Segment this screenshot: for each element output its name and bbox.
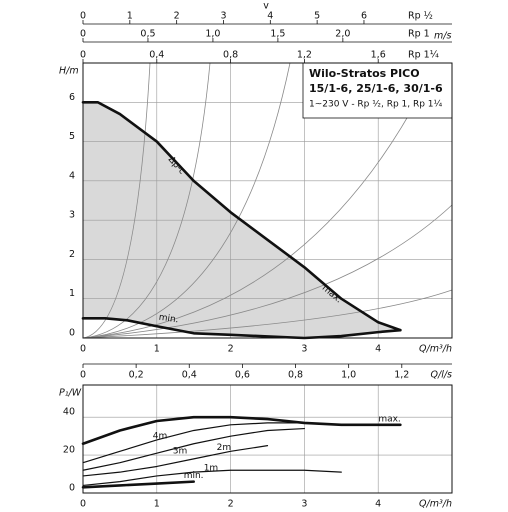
top-axis-label: Rp ½ <box>408 11 433 22</box>
bottom-tick-label: 0,6 <box>235 370 250 381</box>
top-tick-label: 0,5 <box>140 29 155 40</box>
chart-title: Wilo-Stratos PICO <box>309 67 420 80</box>
system-curve <box>82 62 151 339</box>
top-tick-label: 1,6 <box>371 50 386 61</box>
top-tick-label: 0,4 <box>149 50 164 61</box>
system-curve <box>82 62 211 339</box>
y-tick-label: 2 <box>69 249 75 260</box>
bottom-tick-label: 0,4 <box>182 370 197 381</box>
y-tick-label: 0 <box>69 483 75 494</box>
system-curve <box>82 204 453 339</box>
series-line <box>82 445 269 477</box>
system-curve <box>82 62 291 339</box>
y-tick-label: 4 <box>69 170 75 181</box>
top-axis-title: v <box>263 1 269 12</box>
y-axis-label: H/m <box>59 66 79 77</box>
series-label: min. <box>184 471 204 481</box>
x-tick-label: 1 <box>154 499 160 509</box>
x-tick-label: 4 <box>375 344 381 355</box>
y-tick-label: 3 <box>69 210 75 221</box>
y-axis-label: P₁/W <box>59 388 82 399</box>
area-layer <box>83 102 401 339</box>
top-tick-label: 1,2 <box>297 50 312 61</box>
top-tick-label: 3 <box>220 11 226 22</box>
y-tick-label: 6 <box>69 92 75 103</box>
system-curve <box>82 94 421 339</box>
top-tick-label: 0 <box>80 11 86 22</box>
series-line <box>81 415 402 446</box>
series-label: min. <box>158 313 179 326</box>
series-line <box>82 469 342 487</box>
series-label: 3m <box>173 447 188 457</box>
series-line <box>81 480 195 489</box>
plot-frame <box>82 384 453 494</box>
top-tick-label: 0 <box>80 50 86 61</box>
top-axis-unit: m/s <box>434 31 451 42</box>
x-tick-label: 3 <box>301 499 307 509</box>
series-label: 4m <box>153 431 168 441</box>
top-tick-label: 6 <box>361 11 367 22</box>
top-tick-label: 4 <box>267 11 273 22</box>
top-tick-label: 5 <box>314 11 320 22</box>
x-tick-label: 1 <box>154 344 160 355</box>
x-tick-label: 3 <box>301 344 307 355</box>
x-tick-label: 2 <box>228 344 234 355</box>
series-label: max. <box>378 414 400 424</box>
bottom-tick-label: 0,8 <box>288 370 303 381</box>
y-tick-label: 0 <box>69 328 75 339</box>
top-tick-label: 1,0 <box>205 29 220 40</box>
chart-subtitle: 1~230 V - Rp ½, Rp 1, Rp 1¼ <box>309 100 443 110</box>
series-label: 2m <box>217 443 232 453</box>
chart-title: 15/1-6, 25/1-6, 30/1-6 <box>309 82 443 95</box>
top-tick-label: 1 <box>127 11 133 22</box>
y-tick-label: 40 <box>63 407 75 418</box>
bottom-axis-label: Q/l/s <box>431 370 453 381</box>
x-tick-label: 0 <box>80 499 86 509</box>
top-axis-label: Rp 1¼ <box>408 50 439 61</box>
bottom-tick-label: 0 <box>80 370 86 381</box>
top-tick-label: 1,5 <box>270 29 285 40</box>
series-line <box>81 317 402 340</box>
bottom-tick-label: 1,2 <box>394 370 409 381</box>
series-line <box>82 427 305 471</box>
x-axis-label: Q/m³/h <box>419 344 452 355</box>
top-axis-label: Rp 1 <box>408 29 430 40</box>
top-tick-label: 2 <box>174 11 180 22</box>
operating-area <box>83 102 401 339</box>
x-tick-label: 4 <box>375 499 381 509</box>
y-tick-label: 1 <box>69 288 75 299</box>
y-tick-label: 5 <box>69 131 75 142</box>
bottom-tick-label: 1,0 <box>341 370 356 381</box>
top-tick-label: 0,8 <box>223 50 238 61</box>
bottom-tick-label: 0,2 <box>129 370 144 381</box>
x-tick-label: 0 <box>80 344 86 355</box>
system-curve <box>82 289 453 339</box>
x-axis-label: Q/m³/h <box>419 499 452 509</box>
series-line <box>82 422 305 464</box>
top-tick-label: 0 <box>80 29 86 40</box>
series-label: 1m <box>204 464 219 474</box>
top-tick-label: 2,0 <box>335 29 350 40</box>
series-line <box>81 100 402 332</box>
y-tick-label: 20 <box>63 445 75 456</box>
system-curves <box>82 62 453 339</box>
x-tick-label: 2 <box>228 499 234 509</box>
